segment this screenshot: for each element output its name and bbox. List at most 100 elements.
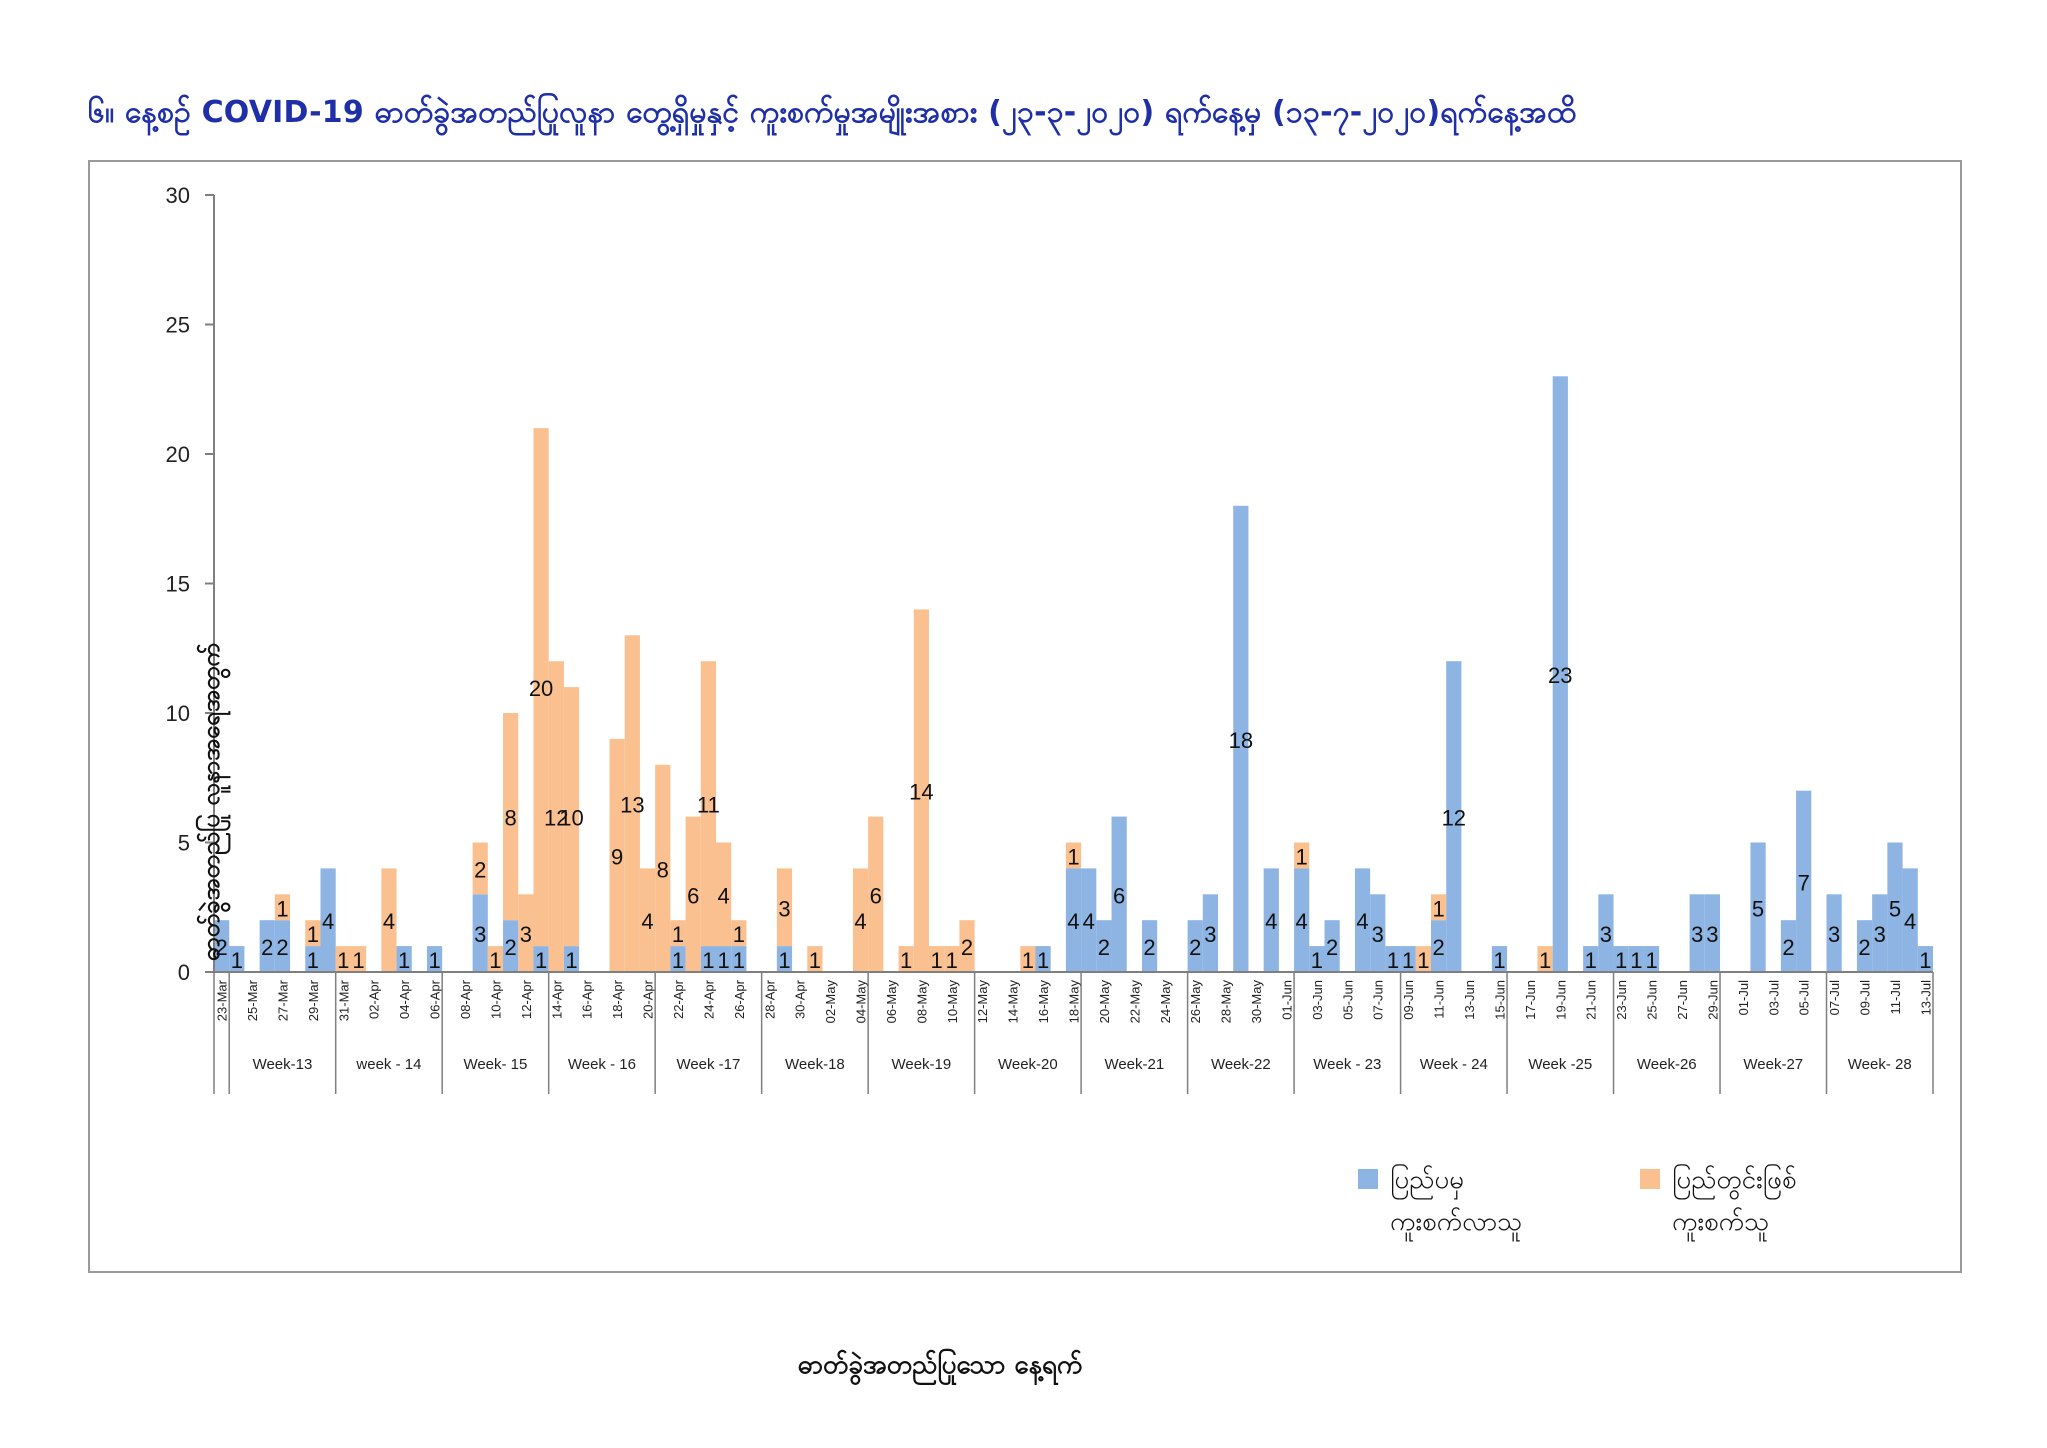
data-label-imported-22-Apr: 1: [672, 948, 684, 973]
x-tick-label-14-May: 14-May: [1006, 980, 1021, 1024]
data-label-imported-25-Apr: 1: [717, 948, 729, 973]
x-tick-label-27-Jun: 27-Jun: [1675, 980, 1690, 1020]
bar-imported-07-Jun: [1370, 894, 1386, 972]
data-label-local-23-Apr: 6: [687, 883, 699, 908]
x-tick-label-26-Apr: 26-Apr: [732, 979, 747, 1019]
x-tick-label-03-Jul: 03-Jul: [1766, 980, 1781, 1016]
legend-label-local: ပြည်တွင်းဖြစ် ကူးစက်သူ: [1672, 1165, 1797, 1237]
data-label-local-02-Jun: 1: [1296, 844, 1308, 869]
bar-imported-26-Mar: [259, 920, 275, 972]
data-label-imported-21-Jun: 1: [1585, 948, 1597, 973]
data-label-imported-21-May: 6: [1113, 883, 1125, 908]
x-axis-title: ဓာတ်ခွဲအတည်ပြုသော နေ့ရက်: [797, 1350, 1083, 1380]
x-tick-label-29-Jun: 29-Jun: [1705, 980, 1720, 1020]
data-label-imported-24-Mar: 1: [231, 948, 243, 973]
data-label-local-18-Apr: 9: [611, 844, 623, 869]
week-label: Week -17: [676, 1056, 740, 1073]
week-label: Week- 15: [463, 1056, 527, 1073]
data-label-local-05-May: 6: [870, 883, 882, 908]
x-tick-label-25-Mar: 25-Mar: [245, 979, 260, 1021]
bar-local-21-Apr: [655, 764, 671, 972]
bar-imported-25-Jun: [1643, 946, 1660, 972]
data-label-imported-11-Jul: 5: [1889, 896, 1901, 921]
bar-imported-11-Jul: [1887, 842, 1903, 972]
data-label-imported-11-Apr: 2: [505, 935, 517, 960]
bar-imported-22-Jun: [1598, 894, 1614, 972]
bar-imported-04-Jun: [1324, 920, 1340, 972]
x-tick-label-12-May: 12-May: [975, 980, 990, 1024]
legend-label-imported: ပြည်ပမှ ကူးစက်လာသူ: [1390, 1165, 1523, 1237]
data-label-imported-06-Apr: 1: [428, 948, 440, 973]
bar-local-10-Apr: [487, 946, 504, 972]
data-label-imported-29-May: 18: [1229, 728, 1253, 753]
data-label-imported-26-May: 2: [1189, 935, 1201, 960]
data-label-local-09-May: 1: [930, 948, 942, 973]
bar-imported-18-May: [1065, 868, 1082, 972]
bar-local-07-May: [898, 946, 914, 972]
data-label-imported-29-Mar: 1: [307, 948, 319, 973]
bar-imported-30-Mar: [320, 868, 336, 972]
x-tick-label-23-Jun: 23-Jun: [1614, 980, 1629, 1020]
legend-item-imported: ပြည်ပမှ ကူးစက်လာသူ: [1358, 1159, 1522, 1243]
bar-local-11-Jun: [1430, 894, 1447, 921]
data-label-local-03-Apr: 4: [383, 909, 395, 934]
bar-local-22-Apr: [670, 920, 686, 947]
data-label-imported-04-Jun: 2: [1326, 935, 1338, 960]
y-tick-label-20: 20: [166, 442, 190, 467]
bar-imported-19-Jun: [1552, 376, 1568, 972]
bar-local-13-Apr: [533, 428, 549, 947]
data-label-local-14-Apr: 12: [544, 806, 568, 831]
data-label-imported-15-Apr: 1: [565, 948, 577, 973]
week-label: Week-26: [1637, 1056, 1697, 1073]
x-tick-label-17-Jun: 17-Jun: [1523, 980, 1538, 1020]
x-tick-label-13-Jul: 13-Jul: [1918, 980, 1933, 1016]
bar-imported-23-May: [1141, 920, 1158, 972]
week-label: Week - 24: [1420, 1056, 1488, 1073]
x-tick-label-19-Jun: 19-Jun: [1553, 980, 1568, 1020]
data-label-imported-23-Jun: 1: [1615, 948, 1627, 973]
x-tick-label-22-Apr: 22-Apr: [671, 979, 686, 1019]
x-tick-label-03-Jun: 03-Jun: [1310, 980, 1325, 1020]
x-tick-label-20-Apr: 20-Apr: [641, 979, 656, 1019]
bar-imported-06-Apr: [426, 946, 443, 972]
data-label-imported-23-Mar: 2: [215, 935, 227, 960]
bar-imported-23-Mar: [214, 920, 230, 972]
x-tick-label-06-Apr: 06-Apr: [428, 979, 443, 1019]
data-label-imported-29-Jun: 3: [1706, 922, 1718, 947]
bar-imported-04-Apr: [396, 946, 412, 972]
x-tick-label-27-Mar: 27-Mar: [275, 979, 290, 1021]
week-label: week - 14: [355, 1056, 421, 1073]
data-label-local-25-Apr: 4: [717, 883, 729, 908]
week-label: Week- 28: [1848, 1056, 1912, 1073]
bar-local-01-Apr: [350, 946, 367, 972]
data-label-imported-23-May: 2: [1143, 935, 1155, 960]
bar-imported-08-Jun: [1385, 946, 1401, 972]
bar-local-23-Apr: [685, 816, 701, 972]
x-tick-label-11-Jul: 11-Jul: [1888, 980, 1903, 1015]
bar-imported-09-Apr: [472, 894, 488, 972]
data-label-imported-03-Jun: 1: [1311, 948, 1323, 973]
data-label-imported-07-Jun: 3: [1372, 922, 1384, 947]
data-label-imported-10-Jul: 3: [1874, 922, 1886, 947]
x-tick-label-18-May: 18-May: [1067, 980, 1082, 1024]
y-tick-label-30: 30: [166, 183, 190, 208]
data-label-local-07-May: 1: [900, 948, 912, 973]
data-label-imported-12-Jul: 4: [1904, 909, 1916, 934]
legend-swatch-local: [1640, 1169, 1660, 1189]
data-label-local-10-May: 1: [946, 948, 958, 973]
bar-local-03-Apr: [381, 868, 397, 972]
data-label-local-09-Apr: 2: [474, 857, 486, 882]
data-label-local-18-May: 1: [1067, 844, 1079, 869]
data-label-local-11-Apr: 8: [505, 806, 517, 831]
bar-local-02-Jun: [1294, 842, 1310, 869]
bar-imported-09-Jun: [1400, 946, 1416, 972]
data-label-imported-05-Jul: 7: [1798, 870, 1810, 895]
bar-local-26-Apr: [731, 920, 747, 947]
x-tick-label-18-Apr: 18-Apr: [610, 979, 625, 1019]
x-tick-label-15-Jun: 15-Jun: [1492, 980, 1507, 1020]
bar-imported-13-Jul: [1917, 946, 1933, 972]
data-label-imported-26-Apr: 1: [733, 948, 745, 973]
x-tick-label-07-Jun: 07-Jun: [1371, 980, 1386, 1020]
week-label: Week - 16: [568, 1056, 636, 1073]
data-label-imported-08-Jun: 1: [1387, 948, 1399, 973]
